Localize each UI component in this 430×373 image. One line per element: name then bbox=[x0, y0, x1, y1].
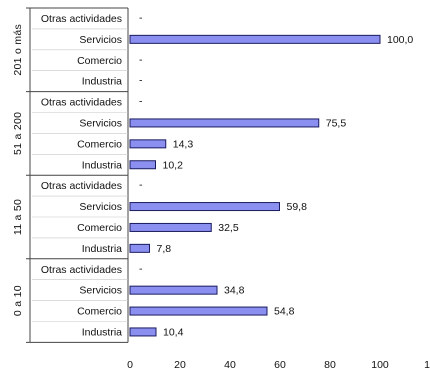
data-label: 10,2 bbox=[163, 159, 184, 171]
category-label: Servicios bbox=[79, 34, 122, 46]
category-label: Servicios bbox=[79, 285, 122, 297]
category-label: Otras actividades bbox=[41, 180, 122, 192]
data-label: 100,0 bbox=[387, 34, 413, 46]
data-label: 75,5 bbox=[326, 117, 347, 129]
data-label: 14,3 bbox=[173, 138, 194, 150]
category-label: Industria bbox=[82, 159, 122, 171]
category-label: Servicios bbox=[79, 201, 122, 213]
bar bbox=[129, 285, 218, 295]
category-label: Industria bbox=[82, 76, 122, 88]
category-label: Industria bbox=[82, 326, 122, 338]
category-label: Comercio bbox=[77, 138, 122, 150]
category-label: Servicios bbox=[79, 117, 122, 129]
data-label: 10,4 bbox=[163, 326, 184, 338]
x-tick-label: 60 bbox=[274, 359, 286, 371]
data-label: 32,5 bbox=[218, 222, 239, 234]
data-label: - bbox=[139, 54, 143, 66]
bar bbox=[129, 243, 150, 253]
x-tick-label: 100 bbox=[371, 359, 389, 371]
category-label: Comercio bbox=[77, 222, 122, 234]
category-label: Industria bbox=[82, 243, 122, 255]
category-label: Comercio bbox=[77, 306, 122, 318]
data-label: 54,8 bbox=[274, 306, 295, 318]
x-tick-label: 0 bbox=[127, 359, 133, 371]
bar bbox=[129, 118, 320, 128]
x-tick-label: 80 bbox=[324, 359, 336, 371]
data-label: - bbox=[139, 179, 143, 191]
category-label: Otras actividades bbox=[41, 264, 122, 276]
group-label: 0 a 10 bbox=[12, 285, 24, 316]
data-label: - bbox=[139, 75, 143, 87]
bar bbox=[129, 34, 381, 44]
bar bbox=[129, 202, 280, 212]
data-label: - bbox=[139, 96, 143, 108]
x-tick-label: 40 bbox=[224, 359, 236, 371]
x-tick-label: 12 bbox=[424, 359, 430, 371]
data-label: - bbox=[139, 263, 143, 275]
x-tick-label: 20 bbox=[174, 359, 186, 371]
data-label: 7,8 bbox=[157, 243, 172, 255]
bar bbox=[129, 139, 167, 149]
bar bbox=[129, 222, 212, 232]
category-label: Otras actividades bbox=[41, 97, 122, 109]
category-label: Comercio bbox=[77, 55, 122, 67]
bar bbox=[129, 160, 156, 170]
data-label: - bbox=[139, 12, 143, 24]
group-label: 51 a 200 bbox=[12, 112, 24, 155]
data-label: 59,8 bbox=[287, 201, 308, 213]
data-label: 34,8 bbox=[224, 285, 245, 297]
group-label: 11 a 50 bbox=[12, 199, 24, 235]
bar bbox=[129, 327, 157, 337]
category-label: Otras actividades bbox=[41, 13, 122, 25]
bar bbox=[129, 306, 268, 316]
group-label: 201 o más bbox=[12, 24, 24, 76]
